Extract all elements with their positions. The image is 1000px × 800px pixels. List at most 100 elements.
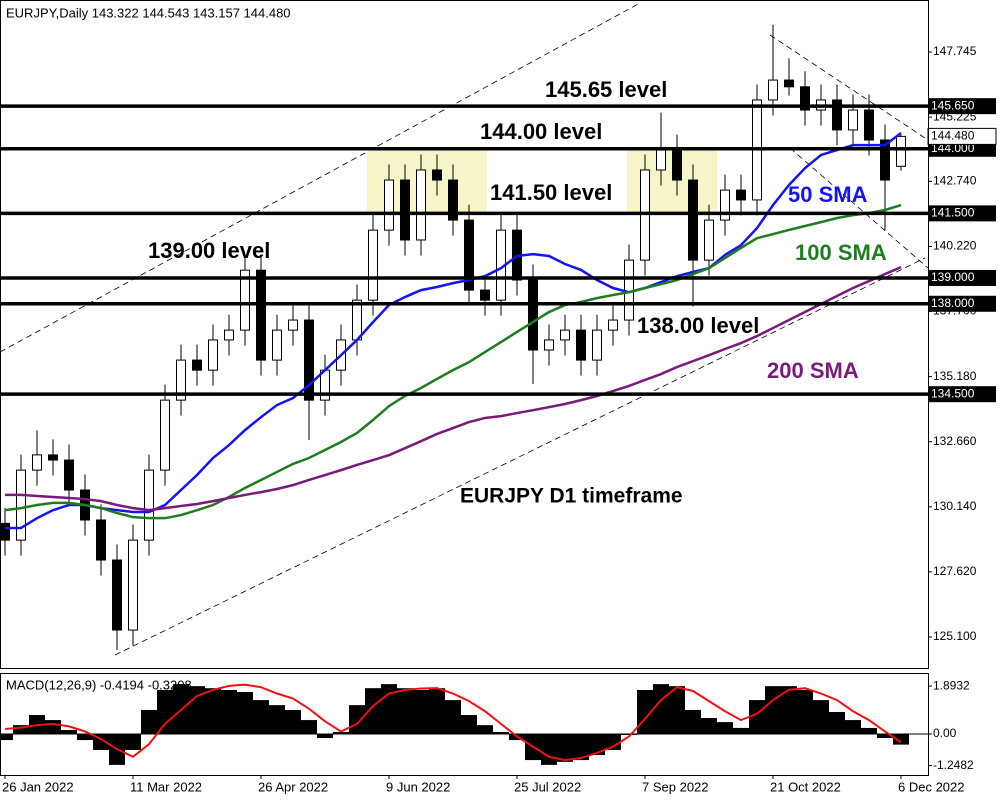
candle-body xyxy=(784,79,794,88)
histogram-bar xyxy=(429,688,445,734)
x-tick-label: 6 Dec 2022 xyxy=(898,779,965,794)
level-box-label: 141.500 xyxy=(931,206,975,220)
candle-body xyxy=(544,339,554,351)
candle-body xyxy=(656,149,666,171)
candle-body xyxy=(768,79,778,101)
histogram-bar xyxy=(349,705,365,734)
histogram-bar xyxy=(317,733,333,739)
candle-body xyxy=(224,329,234,341)
candle-body xyxy=(576,329,586,361)
candle-body xyxy=(240,269,250,331)
histogram-bar xyxy=(141,709,157,734)
candle-body xyxy=(736,189,746,201)
y-tick-label: 140.220 xyxy=(933,239,977,253)
x-tick-label: 25 Jul 2022 xyxy=(514,779,581,794)
y-tick-label: -1.2482 xyxy=(933,758,974,772)
level-box xyxy=(928,269,996,286)
histogram-bar xyxy=(0,733,13,741)
candle-body xyxy=(256,269,266,361)
candle-body xyxy=(64,459,74,491)
series-label: 100 SMA xyxy=(795,240,887,265)
macd-title: MACD(12,26,9) -0.4194 -0.3208 xyxy=(6,677,192,692)
level-box xyxy=(928,295,996,312)
candle-body xyxy=(304,319,314,401)
histogram-bar xyxy=(845,720,861,734)
histogram-bar xyxy=(477,725,493,734)
level-box-label: 138.000 xyxy=(931,296,975,310)
y-tick-label: 142.740 xyxy=(933,174,977,188)
level-box-label: 145.650 xyxy=(931,98,975,112)
candle-body xyxy=(480,289,490,301)
histogram-bar xyxy=(61,729,77,734)
candle-body xyxy=(0,522,10,541)
x-tick-label: 21 Oct 2022 xyxy=(770,779,841,794)
candle-body xyxy=(16,469,26,541)
main-frame xyxy=(0,0,929,669)
level-annotation: 141.50 level xyxy=(490,180,612,205)
series-label: 50 SMA xyxy=(788,182,868,207)
x-tick-label: 9 Jun 2022 xyxy=(386,779,450,794)
candle-body xyxy=(400,179,410,241)
candle-body xyxy=(368,229,378,301)
candle-body xyxy=(208,339,218,371)
candle-body xyxy=(704,219,714,261)
candle-body xyxy=(384,179,394,231)
channel-line xyxy=(0,2,641,353)
candle-body xyxy=(688,179,698,261)
macd-frame xyxy=(0,673,929,776)
candle-body xyxy=(416,169,426,241)
level-annotation: 145.65 level xyxy=(545,77,667,102)
histogram-bar xyxy=(333,731,349,734)
y-tick-label: 127.620 xyxy=(933,564,977,578)
histogram-bar xyxy=(13,725,29,734)
histogram-bar xyxy=(765,686,781,734)
histogram-bar xyxy=(717,722,733,734)
histogram-bar xyxy=(893,733,909,745)
candle-body xyxy=(528,279,538,351)
histogram-bar xyxy=(701,718,717,734)
candle-body xyxy=(272,329,282,361)
histogram-bar xyxy=(877,733,893,739)
candle-body xyxy=(608,319,618,331)
histogram-bar xyxy=(493,731,509,734)
histogram-bar xyxy=(861,727,877,734)
x-tick-label: 11 Mar 2022 xyxy=(130,779,202,794)
histogram-bar xyxy=(77,733,93,741)
histogram-bar xyxy=(733,727,749,734)
histogram-bar xyxy=(605,733,621,750)
histogram-bar xyxy=(445,700,461,734)
candle-body xyxy=(160,399,170,471)
channel-line xyxy=(769,34,929,141)
histogram-bar xyxy=(461,715,477,734)
x-tick-label: 26 Jan 2022 xyxy=(2,779,74,794)
level-annotation: 138.00 level xyxy=(637,313,759,338)
candle-body xyxy=(880,139,890,181)
x-tick-label: 26 Apr 2022 xyxy=(258,779,328,794)
y-tick-label: 125.100 xyxy=(933,629,977,643)
candle-body xyxy=(288,319,298,331)
candle-body xyxy=(192,359,202,371)
histogram-bar xyxy=(653,684,669,734)
candle-body xyxy=(672,149,682,181)
y-tick-label: 0.00 xyxy=(933,726,957,740)
candle-body xyxy=(560,329,570,341)
candle-body xyxy=(896,135,906,167)
histogram-bar xyxy=(301,720,317,734)
channel-line xyxy=(114,257,926,656)
level-box xyxy=(928,98,996,115)
candle-body xyxy=(832,99,842,131)
histogram-bar xyxy=(573,733,589,761)
candle-body xyxy=(448,179,458,221)
histogram-bar xyxy=(797,689,813,734)
histogram-bar xyxy=(813,700,829,734)
level-annotation: 144.00 level xyxy=(480,119,602,144)
candle-body xyxy=(592,329,602,361)
series-label: 200 SMA xyxy=(767,358,859,383)
candle-body xyxy=(352,299,362,341)
histogram-bar xyxy=(541,733,557,765)
histogram-bar xyxy=(285,709,301,734)
level-annotation: 139.00 level xyxy=(148,238,270,263)
histogram-bar xyxy=(189,686,205,734)
y-tick-label: 147.745 xyxy=(933,44,977,58)
candle-body xyxy=(864,109,874,141)
